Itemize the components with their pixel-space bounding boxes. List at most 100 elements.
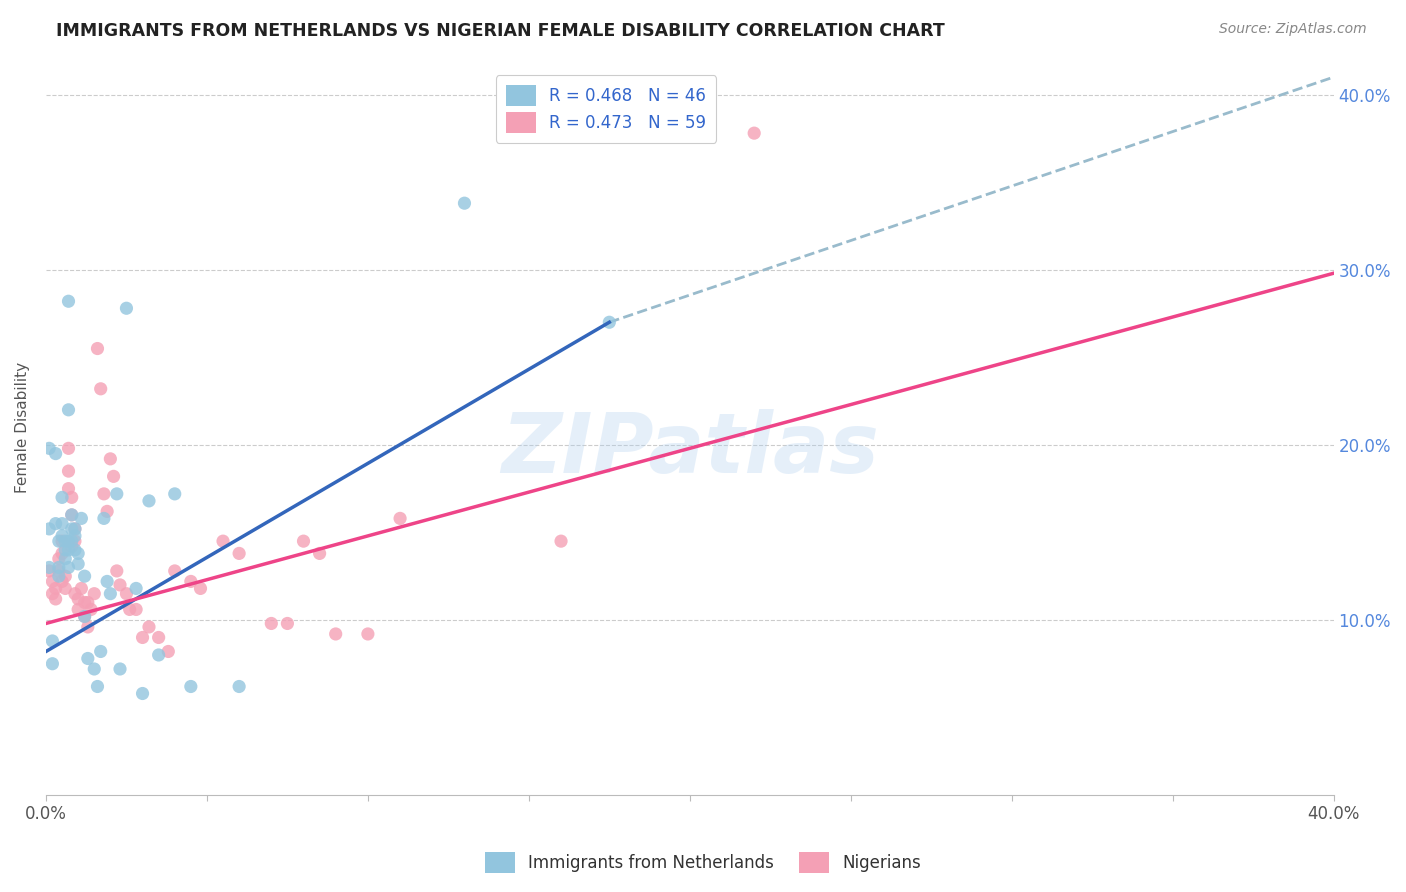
Point <box>148 631 170 645</box>
Point <box>51 516 73 531</box>
Point <box>453 196 475 211</box>
Point <box>90 644 112 658</box>
Point <box>60 522 83 536</box>
Point <box>86 680 108 694</box>
Point <box>63 522 86 536</box>
Point <box>105 564 128 578</box>
Point <box>138 620 160 634</box>
Legend: R = 0.468   N = 46, R = 0.473   N = 59: R = 0.468 N = 46, R = 0.473 N = 59 <box>496 75 716 143</box>
Point <box>38 560 60 574</box>
Point <box>60 491 83 505</box>
Point <box>180 680 202 694</box>
Point <box>48 569 70 583</box>
Point <box>103 469 125 483</box>
Point <box>131 686 153 700</box>
Point <box>157 644 180 658</box>
Point <box>38 564 60 578</box>
Point <box>76 651 98 665</box>
Point <box>51 546 73 560</box>
Point <box>60 534 83 549</box>
Point <box>58 402 80 417</box>
Point <box>742 126 765 140</box>
Point <box>38 522 60 536</box>
Point <box>58 482 80 496</box>
Point <box>357 627 380 641</box>
Point <box>41 574 63 589</box>
Y-axis label: Female Disability: Female Disability <box>15 362 30 493</box>
Point <box>308 546 330 560</box>
Point <box>138 494 160 508</box>
Point <box>108 662 131 676</box>
Point <box>98 451 121 466</box>
Point <box>93 487 115 501</box>
Point <box>67 602 90 616</box>
Text: IMMIGRANTS FROM NETHERLANDS VS NIGERIAN FEMALE DISABILITY CORRELATION CHART: IMMIGRANTS FROM NETHERLANDS VS NIGERIAN … <box>56 22 945 40</box>
Point <box>51 574 73 589</box>
Point <box>45 582 67 596</box>
Point <box>45 447 67 461</box>
Point <box>163 487 186 501</box>
Point <box>125 602 148 616</box>
Point <box>228 680 250 694</box>
Point <box>48 564 70 578</box>
Point <box>96 574 118 589</box>
Point <box>292 534 315 549</box>
Point <box>48 560 70 574</box>
Point <box>38 442 60 456</box>
Point <box>58 294 80 309</box>
Text: ZIPatlas: ZIPatlas <box>501 409 879 490</box>
Point <box>63 522 86 536</box>
Point <box>63 534 86 549</box>
Point <box>67 591 90 606</box>
Point <box>598 315 620 329</box>
Point <box>58 534 80 549</box>
Point <box>108 578 131 592</box>
Point <box>58 542 80 557</box>
Point <box>67 557 90 571</box>
Point <box>73 595 96 609</box>
Legend: Immigrants from Netherlands, Nigerians: Immigrants from Netherlands, Nigerians <box>478 846 928 880</box>
Point <box>63 587 86 601</box>
Point <box>76 595 98 609</box>
Point <box>45 591 67 606</box>
Point <box>53 569 76 583</box>
Point <box>96 504 118 518</box>
Point <box>83 587 105 601</box>
Point <box>45 516 67 531</box>
Point <box>53 551 76 566</box>
Point <box>41 634 63 648</box>
Point <box>60 540 83 554</box>
Point <box>260 616 283 631</box>
Point <box>73 609 96 624</box>
Point <box>148 648 170 662</box>
Point <box>48 534 70 549</box>
Point <box>389 511 412 525</box>
Point <box>53 542 76 557</box>
Point <box>48 551 70 566</box>
Point <box>73 569 96 583</box>
Point <box>93 511 115 525</box>
Text: Source: ZipAtlas.com: Source: ZipAtlas.com <box>1219 22 1367 37</box>
Point <box>212 534 235 549</box>
Point <box>276 616 298 631</box>
Point <box>73 609 96 624</box>
Point <box>58 464 80 478</box>
Point <box>67 546 90 560</box>
Point <box>60 508 83 522</box>
Point <box>70 511 93 525</box>
Point <box>190 582 212 596</box>
Point <box>51 529 73 543</box>
Point <box>70 582 93 596</box>
Point <box>550 534 572 549</box>
Point <box>118 602 141 616</box>
Point <box>125 582 148 596</box>
Point <box>58 560 80 574</box>
Point <box>228 546 250 560</box>
Point <box>86 342 108 356</box>
Point <box>325 627 347 641</box>
Point <box>180 574 202 589</box>
Point <box>98 587 121 601</box>
Point <box>53 582 76 596</box>
Point <box>90 382 112 396</box>
Point <box>76 620 98 634</box>
